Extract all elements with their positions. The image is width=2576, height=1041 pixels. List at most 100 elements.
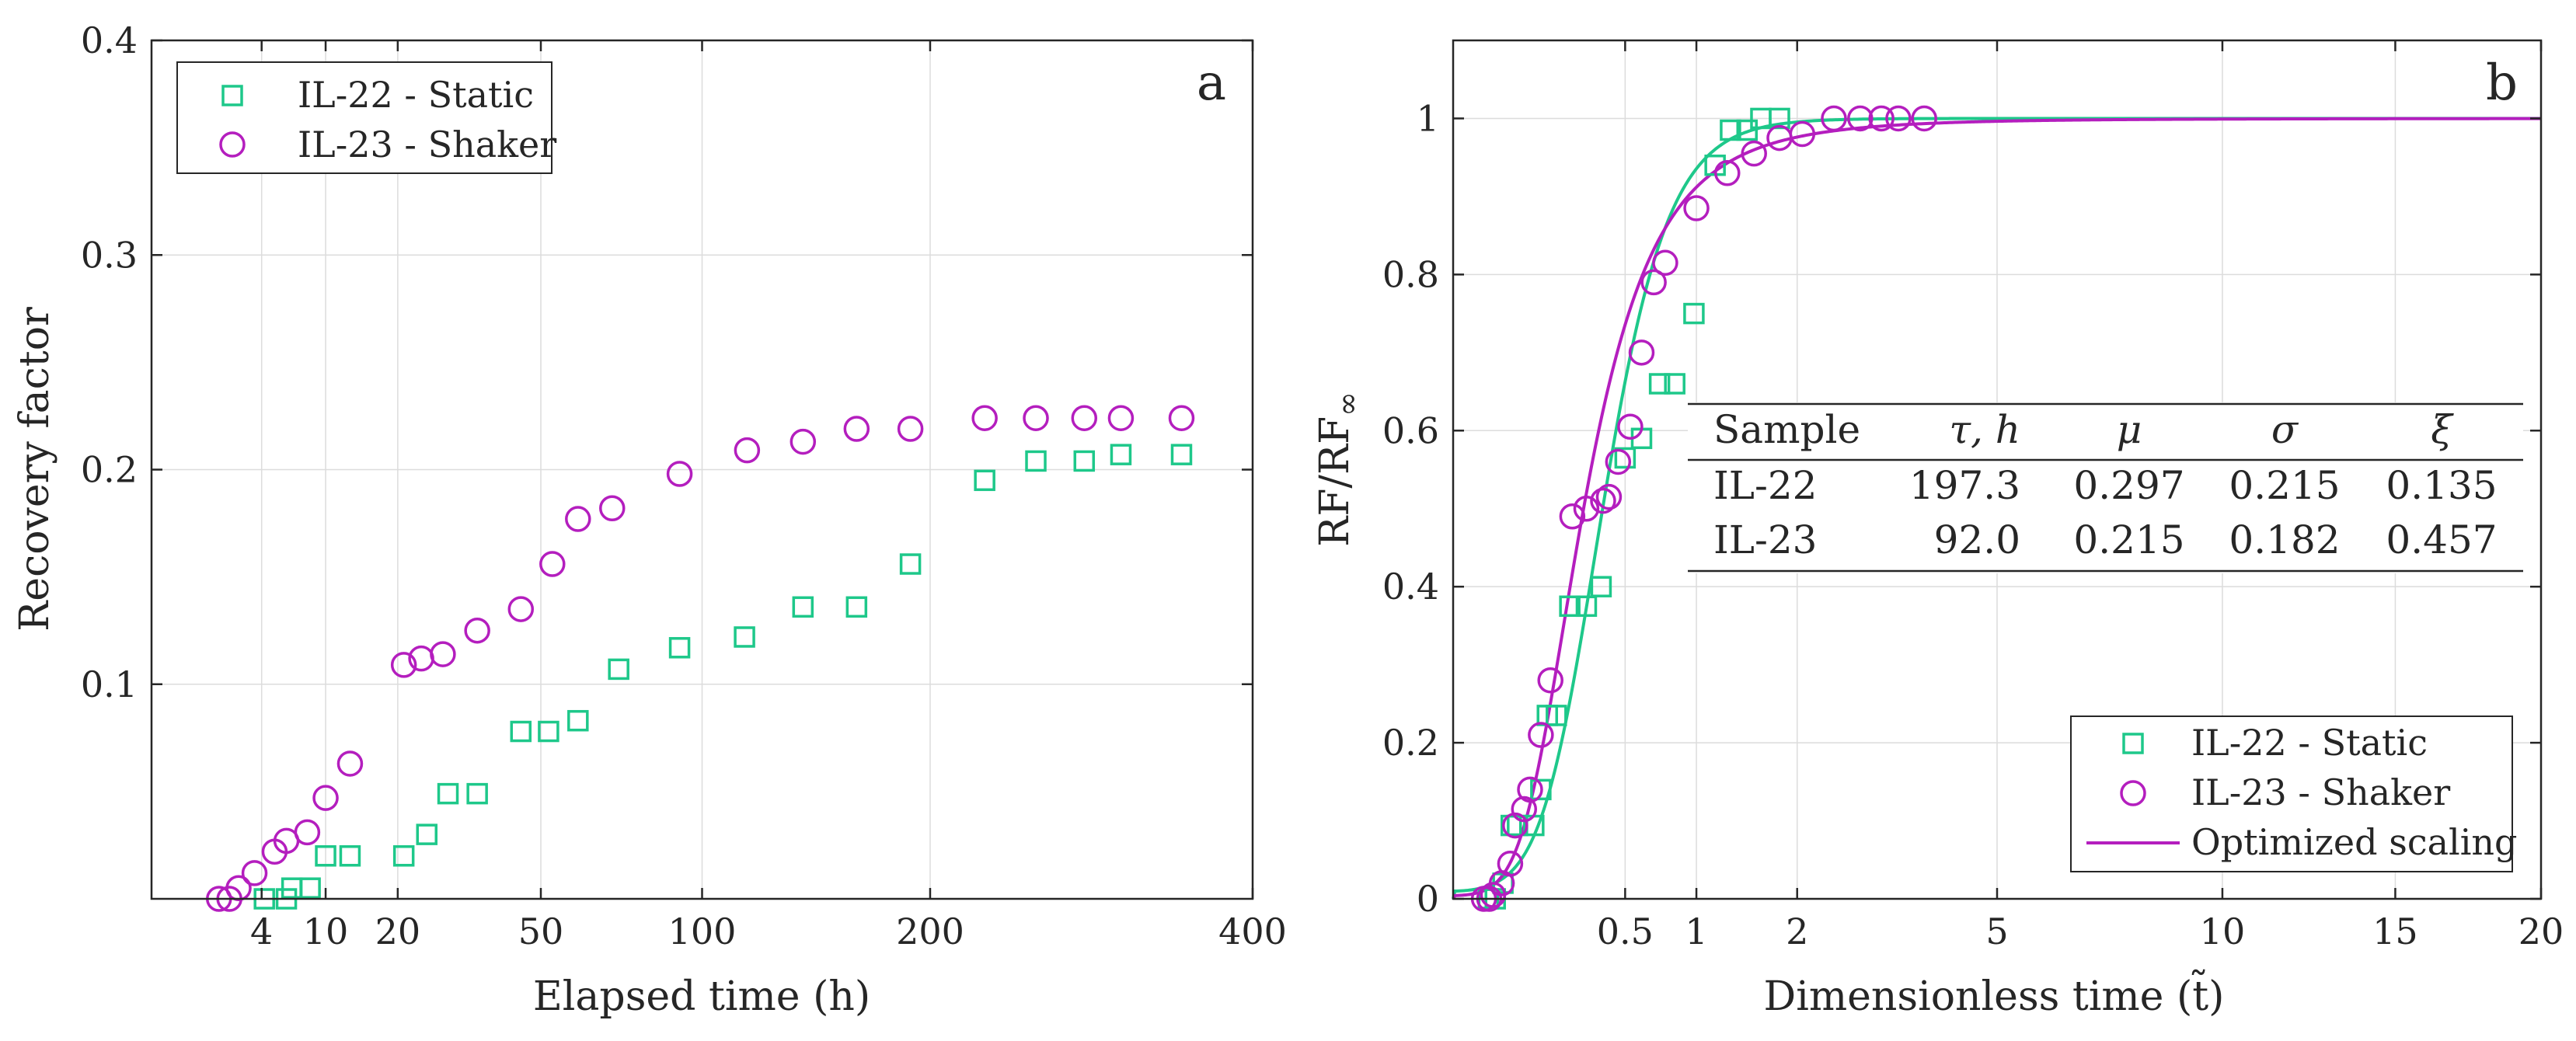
table-row-2-sample: IL-23 — [1713, 517, 1817, 562]
panel-a-static-point — [538, 720, 559, 743]
panel-b-x-tick-label: 15 — [2372, 910, 2418, 952]
panel-a-shaker-point — [666, 461, 693, 487]
panel-b-static-point — [1575, 595, 1598, 618]
panel-b-shaker-point — [1497, 851, 1524, 877]
panel-b-static-point — [1683, 302, 1705, 325]
table-row-1-mu: 0.297 — [2073, 463, 2184, 508]
panel-b-legend-fit-label: Optimized scaling — [2191, 821, 2518, 863]
panel-b-y-tick-label: 0.6 — [1382, 409, 1439, 451]
panel-b-ticks: 0.5 1 2 5 10 15 20 0 0.2 0.4 0.6 0.8 1 — [1382, 40, 2564, 952]
panel-a-static-point — [974, 469, 995, 492]
panel-b-x-tick-label: 5 — [1985, 910, 2008, 952]
legend-shaker-circle-icon — [219, 131, 246, 158]
panel-b-shaker-point — [1868, 105, 1895, 132]
panel-a-shaker-point — [241, 860, 268, 886]
panel-a-static-point — [567, 709, 589, 732]
panel-b-shaker-point — [1714, 160, 1741, 186]
panel-b-shaker-point — [1502, 812, 1529, 839]
panel-b-static-point — [1720, 119, 1741, 141]
panel-a-shaker-point — [312, 785, 339, 811]
panel-b-shaker-point — [1595, 483, 1623, 510]
panel-b-x-tick-label: 2 — [1786, 910, 1808, 952]
table-header-tau: τ, h — [1949, 407, 2020, 452]
panel-b-shaker-point — [1605, 448, 1632, 475]
panel-b-shaker-point — [1511, 796, 1538, 823]
panel-a-static-point — [339, 845, 361, 867]
panel-a-static-point — [510, 720, 532, 743]
panel-b-legend-static-label: IL-22 - Static — [2191, 722, 2428, 764]
panel-b-shaker-point — [1683, 195, 1710, 221]
panel-a-shaker-point — [599, 495, 626, 521]
panel-a-static-point — [437, 782, 459, 805]
panel-b-shaker-point — [1885, 105, 1912, 132]
panel-a-shaker-point — [1107, 405, 1135, 431]
table-row-2-mu: 0.215 — [2073, 517, 2184, 562]
panel-a-static-point — [299, 877, 321, 899]
panel-a-x-tick-label: 20 — [375, 910, 421, 952]
panel-a-static-point — [792, 596, 814, 618]
panel-b-legend: IL-22 - Static IL-23 - Shaker Optimized … — [2070, 715, 2518, 872]
panel-b-shaker-point — [1789, 120, 1816, 148]
panel-b-legend-shaker-label: IL-23 - Shaker — [2191, 771, 2450, 813]
parameter-table-bg — [1688, 402, 2523, 573]
panel-b-y-tick-label: 0.4 — [1382, 566, 1439, 608]
panel-a-shaker-point — [336, 750, 364, 777]
panel-a-shaker-point — [565, 506, 591, 532]
panel-a-static-point — [1025, 450, 1047, 472]
panel-b-x-tick-label: 1 — [1685, 910, 1707, 952]
panel-a-y-axis-label: Recovery factor — [12, 307, 58, 632]
panel-a-data — [206, 405, 1195, 912]
panel-b-shaker-point — [1537, 667, 1563, 694]
panel-b-static-point — [1769, 107, 1790, 130]
panel-b-label: b — [2486, 54, 2518, 112]
panel-a-shaker-point — [897, 416, 924, 442]
panel-b-shaker-point — [1528, 722, 1554, 748]
panel-a-x-tick-label: 50 — [518, 910, 564, 952]
panel-a-static-point — [1110, 444, 1132, 465]
panel-b-y-axis-label-sub: ∞ — [1330, 392, 1365, 416]
panel-b-x-tick-label: 0.5 — [1597, 910, 1654, 952]
panel-b-static-point — [1590, 576, 1612, 597]
panel-a-shaker-point — [971, 405, 998, 431]
panel-b-y-tick-label: 1 — [1417, 97, 1439, 139]
panel-a-shaker-point — [1023, 405, 1049, 431]
table-row-2-sigma: 0.182 — [2229, 517, 2340, 562]
panel-b-x-tick-label: 20 — [2518, 910, 2564, 952]
panel-b-data — [1452, 105, 2541, 912]
panel-b-static-point — [1559, 595, 1581, 618]
panel-a-shaker-point — [507, 596, 535, 622]
panel-a-y-tick-label: 0.1 — [81, 663, 138, 705]
panel-a-static-point — [734, 626, 755, 648]
panel-a-shaker-point — [294, 819, 321, 846]
panel-a-ticks: 4 10 20 50 100 200 400 0.1 0.2 0.3 0.4 — [81, 19, 1287, 952]
panel-a-static-point — [315, 845, 336, 867]
panel-a-shaker-point — [539, 551, 566, 577]
panel-a-y-tick-label: 0.3 — [81, 234, 138, 276]
panel-a-static-point — [668, 637, 691, 659]
parameter-table: Sample τ, h μ σ ξ IL-22 197.3 0.297 0.21… — [1688, 402, 2523, 573]
panel-a-x-axis-label: Elapsed time (h) — [533, 973, 870, 1020]
panel-a-x-tick-label: 4 — [250, 910, 273, 952]
panel-a-x-tick-label: 10 — [303, 910, 349, 952]
panel-a-legend: IL-22 - Static IL-23 - Shaker — [176, 61, 556, 174]
panel-b-shaker-point — [1517, 776, 1543, 803]
panel-a-static-point — [392, 845, 415, 867]
panel-a-static-point — [1073, 450, 1096, 472]
panel-a-static-point — [845, 596, 868, 618]
panel-b-shaker-point — [1821, 105, 1847, 132]
panel-a-static-point — [899, 553, 922, 575]
panel-b-shaker-point — [1617, 413, 1644, 440]
panel-b-shaker-point — [1559, 503, 1586, 530]
table-row-1-sigma: 0.215 — [2229, 463, 2340, 508]
table-row-1-sample: IL-22 — [1713, 463, 1817, 508]
table-header-xi: ξ — [2431, 407, 2454, 452]
panel-b-static-point — [1530, 778, 1552, 801]
panel-a-shaker-point — [1168, 405, 1195, 431]
panel-b-static-point — [1648, 373, 1671, 395]
panel-a-x-tick-label: 100 — [668, 910, 737, 952]
panel-b-shaker-point — [1652, 249, 1678, 277]
table-header-mu: μ — [2117, 407, 2142, 452]
panel-b-shaker-point — [1847, 105, 1874, 132]
panel-a-x-tick-label: 200 — [896, 910, 964, 952]
